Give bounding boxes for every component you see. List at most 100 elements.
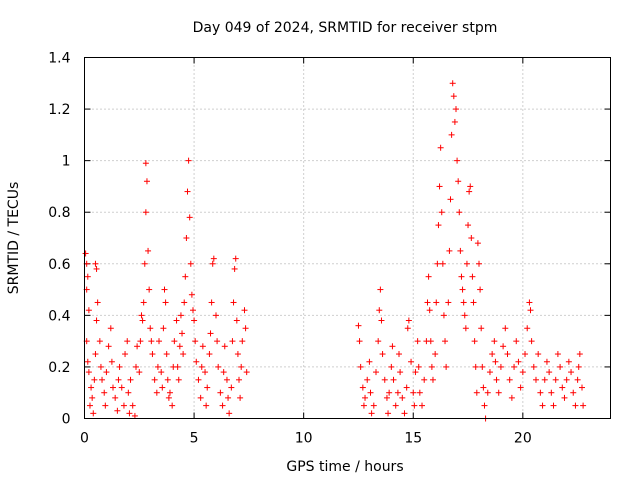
data-point bbox=[217, 389, 224, 396]
data-point bbox=[125, 389, 132, 396]
data-point bbox=[242, 325, 249, 332]
data-point bbox=[89, 394, 96, 401]
data-point bbox=[473, 389, 480, 396]
data-point bbox=[378, 317, 385, 324]
data-point bbox=[238, 363, 245, 370]
data-point bbox=[479, 363, 486, 370]
data-point bbox=[399, 394, 406, 401]
data-point bbox=[557, 363, 564, 370]
data-point bbox=[91, 376, 98, 383]
data-point bbox=[161, 286, 168, 293]
data-point bbox=[469, 273, 476, 280]
data-point bbox=[355, 322, 362, 329]
data-point bbox=[462, 325, 469, 332]
data-point bbox=[476, 260, 482, 267]
data-point bbox=[133, 363, 140, 370]
data-point bbox=[381, 376, 388, 383]
data-point bbox=[153, 389, 160, 396]
data-point bbox=[517, 384, 524, 391]
data-point bbox=[171, 338, 178, 345]
data-point bbox=[385, 410, 392, 417]
data-point bbox=[180, 351, 187, 358]
data-point bbox=[478, 325, 485, 332]
data-point bbox=[162, 299, 169, 306]
data-point bbox=[94, 299, 101, 306]
data-point bbox=[173, 317, 180, 324]
data-point bbox=[97, 363, 104, 370]
y-tick-label: 1 bbox=[62, 154, 71, 170]
data-point bbox=[88, 384, 95, 391]
data-point bbox=[401, 410, 408, 417]
data-point bbox=[455, 178, 462, 185]
data-point bbox=[454, 157, 461, 164]
data-point bbox=[241, 307, 248, 314]
data-point bbox=[198, 363, 205, 370]
data-point bbox=[383, 394, 390, 401]
data-point bbox=[360, 402, 367, 409]
data-point bbox=[522, 351, 529, 358]
data-point bbox=[497, 363, 504, 370]
data-point bbox=[204, 384, 211, 391]
data-point bbox=[445, 299, 452, 306]
axis-ticks: 0 5 10 15 20 0 0.2 0.4 0.6 0.8 1 1.2 1.4 bbox=[48, 51, 611, 447]
data-point bbox=[183, 235, 190, 241]
data-point bbox=[576, 351, 583, 358]
data-point bbox=[366, 358, 373, 365]
data-point bbox=[440, 312, 447, 319]
data-point bbox=[428, 363, 435, 370]
data-point bbox=[174, 363, 181, 370]
data-point bbox=[389, 343, 396, 350]
data-point bbox=[429, 376, 436, 383]
data-point bbox=[481, 402, 488, 409]
data-point bbox=[137, 338, 144, 345]
data-point bbox=[526, 299, 533, 306]
data-point bbox=[131, 412, 138, 419]
data-point bbox=[230, 299, 237, 306]
data-point bbox=[465, 222, 472, 229]
chart-title: Day 049 of 2024, SRMTID for receiver stp… bbox=[193, 20, 498, 36]
data-point bbox=[392, 402, 399, 409]
data-point bbox=[466, 188, 473, 195]
data-point bbox=[489, 351, 496, 358]
data-point bbox=[147, 325, 154, 332]
data-point bbox=[457, 247, 464, 254]
data-point bbox=[145, 247, 152, 254]
data-point bbox=[184, 188, 191, 195]
data-point bbox=[85, 369, 92, 376]
data-point bbox=[165, 394, 172, 401]
data-point bbox=[221, 343, 228, 350]
data-point bbox=[163, 351, 170, 358]
y-tick-label: 0 bbox=[62, 412, 71, 428]
data-point bbox=[101, 389, 108, 396]
data-point bbox=[107, 325, 114, 332]
data-point bbox=[234, 351, 241, 358]
data-point bbox=[176, 343, 183, 350]
grid-lines bbox=[84, 57, 611, 419]
data-point bbox=[451, 118, 458, 125]
data-point bbox=[484, 389, 491, 396]
data-point bbox=[225, 394, 232, 401]
data-point bbox=[210, 255, 217, 262]
data-point bbox=[580, 402, 587, 409]
data-point bbox=[535, 351, 542, 358]
y-tick-label: 0.4 bbox=[48, 308, 70, 324]
data-point bbox=[546, 369, 553, 376]
data-point bbox=[199, 343, 206, 350]
data-point bbox=[446, 247, 453, 254]
data-point bbox=[532, 376, 539, 383]
data-point bbox=[491, 338, 498, 345]
data-point bbox=[513, 338, 520, 345]
data-point bbox=[181, 299, 188, 306]
data-point bbox=[442, 338, 449, 345]
data-point bbox=[193, 358, 200, 365]
data-point bbox=[202, 369, 209, 376]
data-point bbox=[388, 363, 395, 370]
data-point bbox=[396, 351, 403, 358]
data-point bbox=[195, 376, 202, 383]
data-point bbox=[394, 389, 401, 396]
data-point bbox=[177, 312, 184, 319]
data-point bbox=[122, 351, 129, 358]
data-point bbox=[192, 338, 199, 345]
data-point bbox=[102, 402, 109, 409]
data-point bbox=[570, 389, 577, 396]
